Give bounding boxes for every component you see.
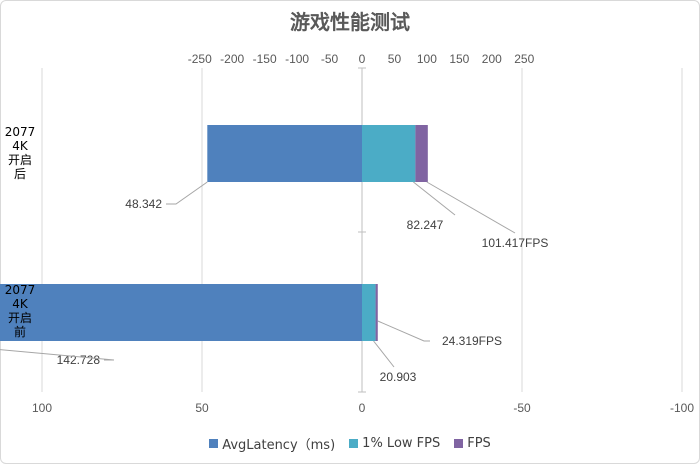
bottom-axis-tick-label: 50: [195, 401, 209, 415]
data-label-avg-latency: 48.342: [125, 197, 162, 211]
data-label-fps: 24.319FPS: [442, 334, 502, 348]
legend-swatch: [209, 439, 219, 448]
legend-label: AvgLatency（ms): [222, 438, 336, 453]
top-axis-tick-label: -200: [220, 52, 244, 66]
top-axis-tick-label: 50: [388, 52, 402, 66]
top-axis-tick-label: -50: [321, 52, 339, 66]
top-axis-tick-label: -150: [253, 52, 277, 66]
chart-legend: AvgLatency（ms) 1% Low FPS FPS: [0, 434, 700, 453]
leader-line: [413, 181, 456, 216]
bar-avg-latency: [207, 125, 362, 182]
legend-swatch: [454, 439, 464, 448]
bar-avg-latency: [0, 284, 363, 341]
top-axis-tick-label: 100: [417, 52, 437, 66]
category-label: 开启: [8, 153, 32, 167]
category-label: 开启: [8, 311, 32, 325]
data-label-avg-latency: 142.728: [57, 353, 101, 367]
bottom-axis-tick-label: 0: [359, 401, 366, 415]
legend-label: FPS: [467, 436, 491, 451]
category-label: 后: [14, 167, 26, 181]
data-label-fps: 101.417FPS: [482, 236, 549, 250]
legend-item: 1% Low FPS: [349, 434, 440, 453]
leader-line: [426, 181, 516, 234]
category-label: 4K: [12, 297, 29, 311]
top-axis-tick-label: -100: [285, 52, 309, 66]
category-label: 2077: [5, 125, 36, 139]
top-axis-tick-label: 250: [514, 52, 534, 66]
bottom-axis-tick-label: 100: [32, 401, 52, 415]
leader-line: [0, 349, 115, 361]
legend-label: 1% Low FPS: [362, 436, 441, 451]
leader-line: [373, 340, 395, 368]
legend-item: AvgLatency（ms): [209, 434, 335, 453]
category-label: 前: [14, 324, 26, 339]
legend-item: FPS: [454, 434, 491, 453]
top-axis-tick-label: 200: [482, 52, 502, 66]
data-label-1pct-low-fps: 20.903: [380, 370, 417, 384]
bottom-axis-tick-label: -100: [670, 401, 694, 415]
top-axis-tick-label: -250: [188, 52, 212, 66]
leader-line: [166, 181, 208, 205]
category-label: 2077: [5, 283, 36, 297]
legend-swatch: [349, 439, 359, 448]
bar-1pct-low-fps: [362, 284, 376, 341]
top-axis-tick-label: 150: [449, 52, 469, 66]
category-label: 4K: [12, 139, 29, 153]
bar-fps: [415, 125, 428, 182]
bar-fps: [375, 284, 378, 341]
top-axis-tick-label: 0: [359, 52, 366, 66]
chart-title: 游戏性能测试: [290, 10, 410, 34]
bottom-axis-tick-label: -50: [513, 401, 531, 415]
data-label-1pct-low-fps: 82.247: [407, 218, 444, 232]
bar-1pct-low-fps: [362, 125, 416, 182]
leader-line: [377, 320, 430, 342]
